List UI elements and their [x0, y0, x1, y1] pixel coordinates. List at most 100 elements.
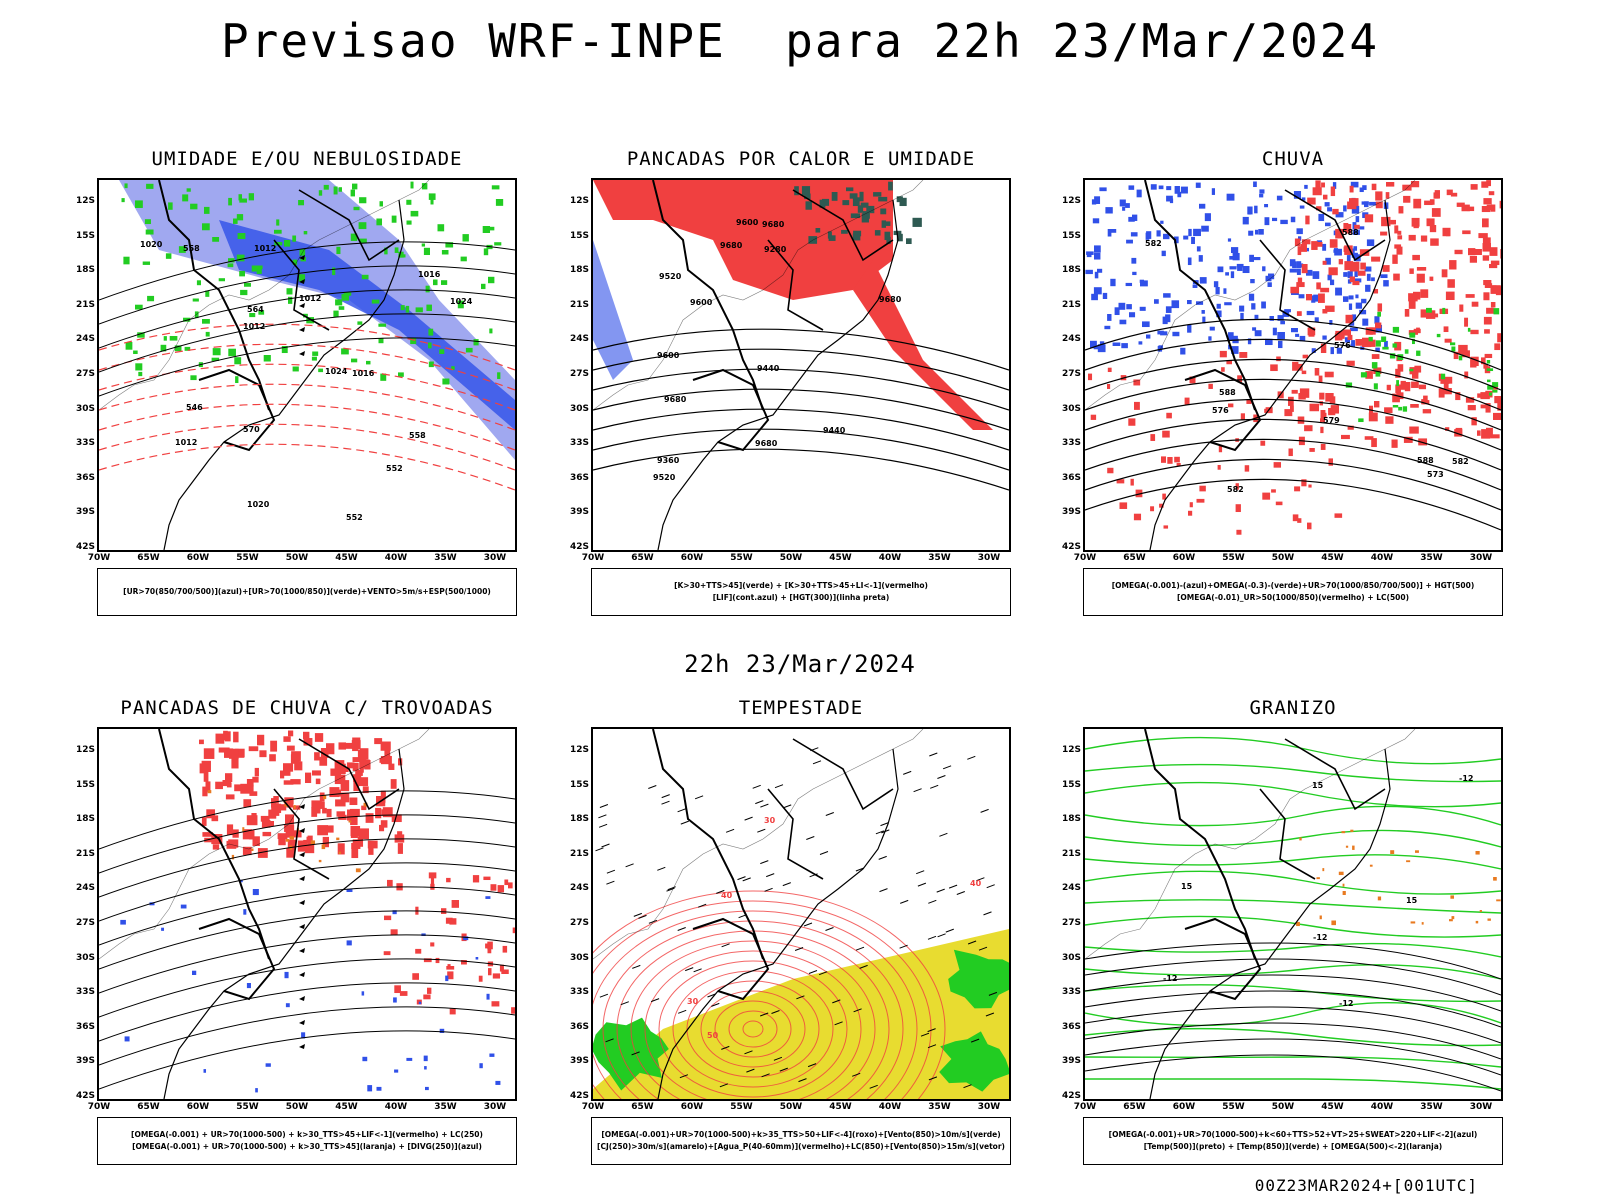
field-speckle [142, 261, 151, 265]
field-speckle [252, 889, 259, 896]
field-speckle [252, 836, 260, 846]
field-speckle [332, 267, 336, 276]
field-speckle [311, 356, 317, 361]
field-speckle [1490, 302, 1496, 308]
thickness-contour [99, 423, 515, 471]
field-speckle [351, 740, 361, 750]
field-speckle [1195, 182, 1201, 188]
field-speckle [1422, 409, 1432, 414]
field-speckle [320, 748, 329, 758]
field-speckle [1300, 243, 1307, 252]
field-speckle [1454, 429, 1463, 437]
field-speckle [267, 821, 275, 827]
field-speckle [1408, 299, 1416, 309]
field-speckle [1297, 246, 1302, 256]
field-speckle [224, 731, 231, 742]
lon-tick-label: 45W [1321, 553, 1344, 563]
streamline [99, 289, 515, 349]
field-speckle [1309, 448, 1315, 452]
lat-tick-label: 30S [75, 403, 95, 414]
state-border [99, 729, 430, 960]
field-speckle [290, 779, 301, 785]
coastline [657, 199, 899, 550]
field-speckle [323, 184, 329, 190]
field-speckle [341, 767, 349, 773]
field-speckle [252, 776, 259, 783]
temp850-contour [1085, 763, 1501, 783]
field-speckle [286, 745, 295, 751]
field-speckle [1454, 249, 1463, 255]
field-speckle [1240, 312, 1244, 320]
field-speckle [1411, 381, 1419, 388]
wind-vector [707, 993, 716, 998]
field-speckle [1119, 502, 1128, 509]
field-speckle [1293, 191, 1302, 199]
lifted-index-field [593, 240, 633, 380]
field-speckle [1469, 255, 1478, 263]
field-speckle [357, 749, 367, 761]
precipitable-water-contour [714, 1000, 792, 1058]
lat-tick-label: 24S [75, 883, 95, 894]
field-speckle [1496, 899, 1501, 902]
wind-vector [869, 1084, 878, 1089]
country-border [298, 738, 400, 811]
field-speckle [1166, 195, 1173, 202]
wind-vector [980, 808, 989, 813]
wind-vector [803, 922, 813, 927]
streamline-arrow [299, 351, 305, 356]
streamline [99, 862, 515, 922]
field-speckle [190, 375, 197, 381]
lat-axis: 12S 15S 18S 21S 24S 27S 30S 33S 36S 39S 42S [1051, 178, 1081, 552]
field-speckle [1351, 252, 1358, 258]
field-speckle [1150, 184, 1157, 190]
field-speckle [346, 889, 353, 893]
contour-label: 1020 [247, 500, 270, 509]
field-speckle [1304, 184, 1308, 189]
field-speckle [1413, 198, 1422, 209]
field-speckle [1232, 253, 1240, 261]
lat-tick-label: 42S [75, 542, 95, 552]
field-speckle [305, 772, 312, 784]
field-speckle [1453, 351, 1459, 360]
wind-vector [806, 836, 815, 840]
field-speckle [312, 351, 319, 356]
field-speckle [288, 296, 293, 304]
field-speckle [124, 1036, 130, 1042]
field-speckle [1374, 401, 1380, 408]
field-speckle [1468, 248, 1476, 256]
wind-vector [680, 820, 689, 825]
field-speckle [896, 233, 903, 242]
field-speckle [483, 876, 491, 881]
wind-vector [598, 814, 607, 819]
field-speckle [1327, 274, 1332, 281]
field-speckle [1174, 236, 1179, 244]
field-speckle [1493, 877, 1497, 881]
field-speckle [1231, 247, 1239, 254]
field-speckle [425, 1086, 429, 1091]
field-speckle [410, 181, 414, 189]
field-speckle [1403, 436, 1413, 443]
streamline [99, 814, 515, 874]
field-speckle [234, 357, 242, 365]
field-speckle [508, 882, 513, 889]
field-speckle [1172, 331, 1180, 337]
field-speckle [259, 750, 267, 758]
field-speckle [1483, 364, 1488, 369]
field-speckle [1371, 362, 1378, 369]
field-speckle [392, 910, 397, 915]
field-speckle [274, 229, 282, 234]
field-speckle [1420, 309, 1430, 318]
wind-vector [764, 887, 773, 892]
field-speckle [410, 337, 417, 345]
field-speckle [1330, 186, 1336, 197]
field-speckle [912, 217, 922, 227]
field-speckle [1477, 430, 1481, 436]
field-speckle [1396, 246, 1403, 255]
field-speckle [287, 839, 296, 850]
lat-axis: 12S 15S 18S 21S 24S 27S 30S 33S 36S 39S 42S [559, 727, 589, 1101]
field-speckle [497, 372, 501, 379]
field-speckle [1366, 239, 1375, 247]
field-speckle [1429, 225, 1437, 233]
height-contour [593, 388, 1009, 431]
field-speckle [1459, 304, 1464, 312]
